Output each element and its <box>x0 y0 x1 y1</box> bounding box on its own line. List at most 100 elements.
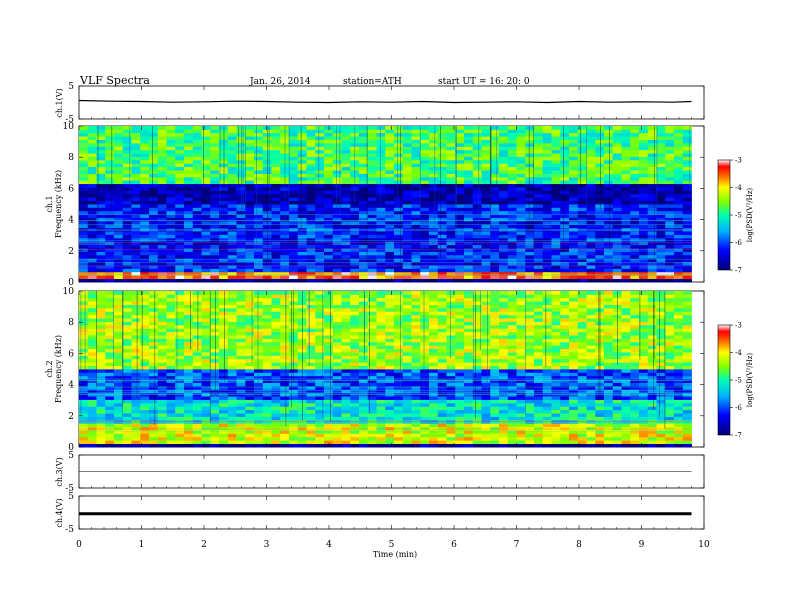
spectrogram-cell <box>612 426 622 431</box>
spectrogram-cell <box>595 234 605 239</box>
spectrogram-cell <box>621 217 631 222</box>
spectrogram-cell <box>472 399 482 404</box>
spectrogram-cell <box>131 193 141 198</box>
spectrogram-cell <box>420 413 430 417</box>
spectrogram-cell <box>166 440 176 445</box>
spectrogram-cell <box>429 369 439 373</box>
spectrogram-cell <box>516 231 526 235</box>
spectrogram-cell <box>604 369 614 373</box>
spectrogram-cell <box>665 248 675 252</box>
spectrogram-cell <box>551 248 561 252</box>
spectrogram-cell <box>665 379 675 383</box>
spectrogram-cell <box>621 146 631 151</box>
spectrogram-cell <box>245 423 255 428</box>
spectrogram-cell <box>201 132 211 137</box>
spectrogram-cell <box>262 159 272 164</box>
spectrogram-cell <box>297 426 307 431</box>
spectrogram-cell <box>604 149 614 154</box>
spectrogram-cell <box>350 217 360 222</box>
spectrogram-cell <box>359 176 369 181</box>
spectrogram-cell <box>210 187 220 191</box>
spectrogram-cell <box>96 396 106 400</box>
spectrogram-cell <box>394 217 404 222</box>
spectrogram-cell <box>621 396 631 400</box>
spectrogram-cell <box>192 153 202 157</box>
spectrogram-cell <box>262 379 272 383</box>
spectrogram-cell <box>490 129 500 134</box>
spectrogram-cell <box>376 166 386 171</box>
spectrogram-cell <box>665 173 675 178</box>
spectrogram-cell <box>341 159 351 164</box>
spectrogram-cell <box>324 433 334 438</box>
spectrogram-cell <box>621 389 631 394</box>
spectrogram-cell <box>674 413 684 417</box>
spectrogram-cell <box>367 217 377 222</box>
spectrogram-cell <box>472 176 482 181</box>
spectrogram-cell <box>376 254 386 259</box>
spectrogram-cell <box>122 416 132 421</box>
spectrogram-cell <box>420 241 430 246</box>
spectrogram-cell <box>665 190 675 195</box>
spectrogram-cell <box>131 190 141 195</box>
spectrogram-cell <box>437 436 447 441</box>
spectrogram-cell <box>639 409 649 414</box>
spectrogram-cell <box>149 214 159 218</box>
spectrogram-cell <box>210 244 220 249</box>
spectrogram-cell <box>315 166 325 171</box>
spectrogram-cell <box>595 224 605 229</box>
spectrogram-cell <box>464 248 474 252</box>
spectrogram-cell <box>507 163 517 168</box>
spectrogram-cell <box>271 436 281 441</box>
spectrogram-cell <box>350 265 360 269</box>
spectrogram-cell <box>630 149 640 154</box>
spectrogram-cell <box>359 207 369 212</box>
spectrogram-cell <box>297 183 307 188</box>
spectrogram-cell <box>577 170 587 174</box>
spectrogram-cell <box>262 231 272 235</box>
spectrogram-cell <box>464 241 474 246</box>
spectrogram-cell <box>140 126 150 130</box>
spectrogram-cell <box>219 416 229 421</box>
spectrogram-cell <box>359 261 369 266</box>
spectrogram-cell <box>376 136 386 140</box>
spectrogram-cell <box>674 176 684 181</box>
spectrogram-cell <box>472 433 482 438</box>
spectrogram-cell <box>122 224 132 229</box>
spectrogram-cell <box>411 176 421 181</box>
spectrogram-cell <box>621 375 631 380</box>
spectrogram-cell <box>429 440 439 445</box>
spectrogram-cell <box>402 409 412 414</box>
spectrogram-cell <box>210 396 220 400</box>
spectrogram-cell <box>639 440 649 445</box>
spectrogram-cell <box>87 129 97 134</box>
spectrogram-cell <box>367 268 377 273</box>
spectrogram-cell <box>227 166 237 171</box>
spectrogram-cell <box>122 132 132 137</box>
spectrogram-cell <box>490 156 500 161</box>
spectrogram-cell <box>271 173 281 178</box>
spectrogram-cell <box>402 231 412 235</box>
spectrogram-cell <box>245 126 255 130</box>
spectrogram-cell <box>227 268 237 273</box>
spectrogram-cell <box>437 159 447 164</box>
spectrogram-cell <box>254 129 264 134</box>
spectrogram-cell <box>271 132 281 137</box>
spectrogram-cell <box>604 187 614 191</box>
spectrogram-cell <box>569 440 579 445</box>
spectrogram-cell <box>420 409 430 414</box>
spectrogram-cell <box>87 248 97 252</box>
spectrogram-cell <box>534 275 544 280</box>
spectrogram-cell <box>411 217 421 222</box>
spectrogram-cell <box>420 129 430 134</box>
spectrogram-cell <box>184 265 194 269</box>
spectrogram-cell <box>542 217 552 222</box>
spectrogram-cell <box>507 426 517 431</box>
spectrogram-cell <box>674 187 684 191</box>
spectrogram-cell <box>149 254 159 259</box>
spectrogram-cell <box>472 197 482 202</box>
spectrogram-cell <box>674 193 684 198</box>
spectrogram-cell <box>437 142 447 147</box>
spectrogram-cell <box>131 142 141 147</box>
spectrogram-cell <box>175 406 185 411</box>
spectrogram-cell <box>140 197 150 202</box>
